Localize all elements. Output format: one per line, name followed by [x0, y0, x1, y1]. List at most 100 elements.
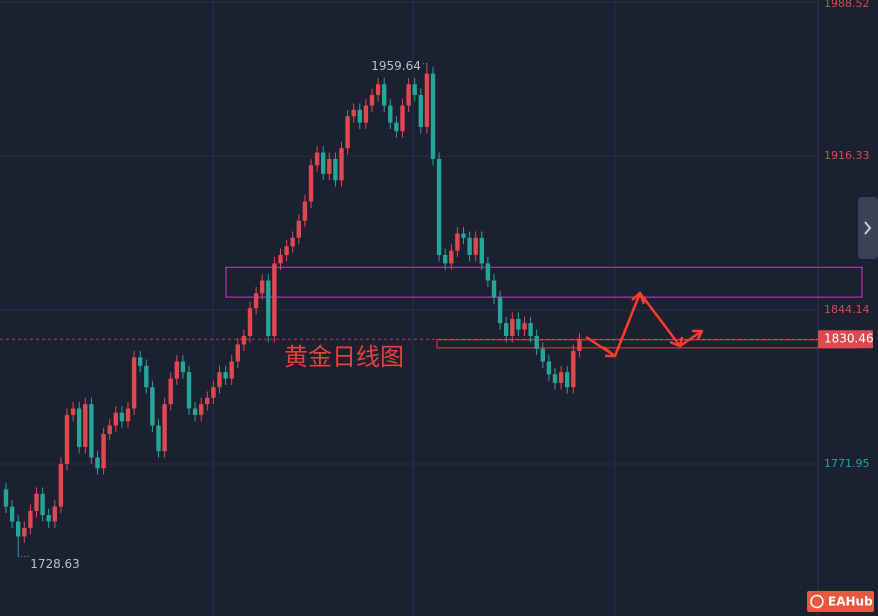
y-tick-label: 1988.52 — [824, 0, 870, 10]
candle-body — [235, 344, 240, 362]
candle-body — [400, 105, 405, 132]
candle-body — [546, 361, 552, 375]
arrow-head — [692, 329, 704, 340]
candle-body — [461, 233, 466, 238]
candle-body — [113, 412, 118, 426]
candle-body — [229, 361, 234, 379]
high-label: 1959.64 — [371, 59, 421, 73]
candle-body — [382, 84, 387, 106]
side-tab-bg[interactable] — [858, 197, 878, 259]
candle-body — [125, 408, 131, 422]
candle-body — [424, 73, 430, 127]
candle-body — [28, 510, 33, 528]
candle-body — [308, 165, 314, 202]
arrow-head — [631, 291, 646, 305]
candle-body — [247, 308, 253, 336]
last-price-box — [818, 330, 873, 349]
last-price-label: 1830.46 — [824, 332, 874, 346]
candle-body — [418, 94, 423, 127]
candle-body — [70, 408, 76, 415]
candle-body — [491, 280, 497, 298]
candle-body — [406, 84, 411, 106]
candle-body — [284, 246, 289, 255]
candle-body — [504, 323, 509, 336]
candle-body — [266, 280, 271, 336]
candle-body — [64, 414, 70, 464]
candle-body — [351, 109, 356, 117]
candle-body — [565, 372, 570, 388]
candle-body — [77, 408, 82, 447]
candle-layer: 1959.64 1728.63 — [3, 59, 582, 571]
candle-body — [16, 521, 21, 537]
candle-body — [449, 250, 454, 264]
candle-body — [40, 493, 45, 516]
candle-body — [144, 365, 149, 388]
candle-body — [58, 463, 64, 507]
candle-body — [101, 434, 106, 469]
candle-body — [34, 493, 39, 511]
candle-body — [168, 378, 173, 405]
candle-body — [443, 254, 448, 264]
candle-body — [89, 404, 94, 458]
candle-body — [95, 457, 100, 469]
candle-body — [253, 293, 259, 309]
candle-body — [388, 105, 393, 123]
candle-body — [223, 372, 228, 379]
candle-body — [522, 323, 527, 330]
candle-body — [199, 404, 204, 415]
candle-body — [260, 280, 265, 294]
candle-body — [302, 201, 308, 221]
candle-body — [534, 335, 539, 349]
y-tick-label: 1916.33 — [824, 149, 870, 162]
candle-body — [485, 263, 491, 281]
candle-body — [558, 372, 564, 383]
price-zone — [225, 266, 863, 298]
candle-body — [345, 116, 350, 149]
candle-body — [156, 425, 161, 452]
candle-body — [436, 158, 442, 255]
candle-body — [150, 387, 155, 426]
logo: EAHub — [807, 591, 874, 612]
grid-layer — [0, 1, 818, 465]
candle-body — [278, 254, 283, 264]
candle-body — [327, 158, 332, 174]
candle-body — [138, 357, 143, 366]
candle-body — [577, 339, 582, 351]
candle-body — [272, 263, 277, 336]
candle-body — [497, 297, 503, 324]
low-label: 1728.63 — [30, 557, 80, 571]
watermark: EAHub — [828, 595, 873, 609]
candle-body — [241, 335, 247, 345]
side-tab-icon[interactable] — [864, 221, 872, 235]
arrow-head — [602, 346, 617, 358]
candle-body — [540, 348, 545, 362]
y-axis: 1771.95 1844.14 1916.33 1988.52 1830.46 — [818, 0, 874, 470]
y-tick-label: 1844.14 — [824, 303, 870, 316]
arrow-head — [669, 336, 684, 348]
candle-body — [217, 372, 222, 388]
candle-body — [321, 152, 326, 174]
candle-body — [174, 361, 179, 379]
candle-body — [528, 323, 533, 336]
candle-body — [131, 357, 137, 409]
candle-body — [473, 237, 478, 255]
candle-body — [571, 350, 576, 388]
candle-body — [52, 506, 57, 522]
projection-arrows — [585, 291, 704, 358]
candle-body — [296, 220, 301, 238]
candle-body — [510, 318, 515, 336]
candle-body — [186, 372, 192, 409]
candle-body — [180, 361, 186, 373]
candle-body — [290, 237, 295, 247]
candle-body — [119, 412, 125, 422]
candle-body — [205, 397, 210, 405]
logo-bg — [807, 591, 874, 612]
candle-body — [357, 109, 362, 123]
candle-body — [333, 158, 338, 181]
candle-body — [363, 105, 369, 123]
y-tick-label: 1771.95 — [824, 457, 870, 470]
side-tab[interactable] — [858, 197, 878, 259]
candle-body — [107, 425, 112, 435]
